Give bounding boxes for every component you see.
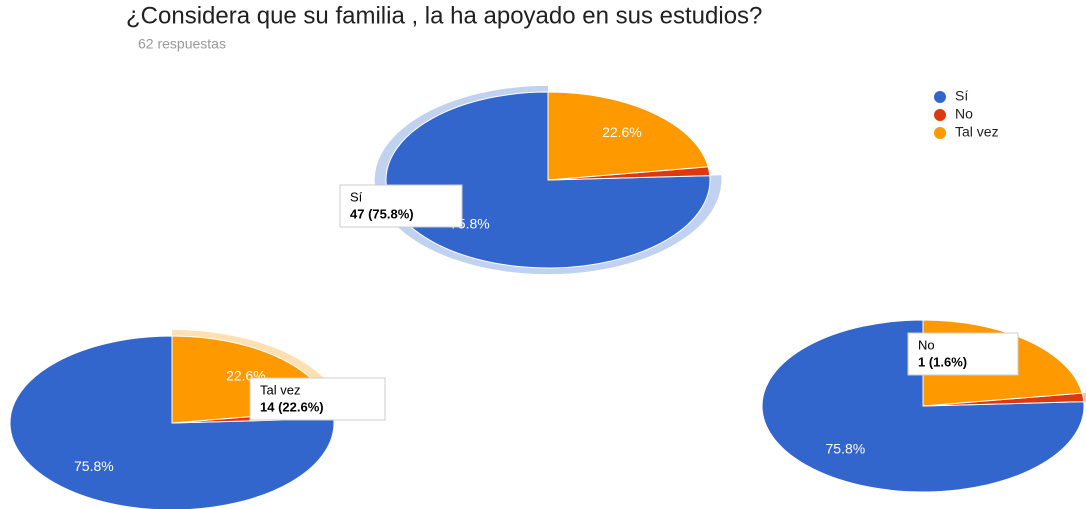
tooltip-value: 47 (75.8%) <box>350 206 414 221</box>
slice-label: 75.8% <box>825 440 865 456</box>
tooltip-category: No <box>918 337 935 352</box>
tooltip-value: 14 (22.6%) <box>260 399 324 414</box>
slice-label: 22.6% <box>602 124 642 140</box>
tooltip-box <box>249 377 386 421</box>
tooltip-value: 1 (1.6%) <box>918 354 967 369</box>
legend-label: Tal vez <box>955 124 999 140</box>
pie-slice <box>547 91 709 181</box>
chart-subtitle: 62 respuestas <box>138 36 226 52</box>
tooltip-box <box>339 184 463 228</box>
legend-swatch <box>934 127 946 139</box>
legend-label: No <box>955 106 973 122</box>
tooltip-category: Sí <box>350 189 363 204</box>
legend-swatch <box>934 109 946 121</box>
legend-label: Sí <box>955 88 968 104</box>
tooltip-box <box>907 332 1019 376</box>
slice-label: 75.8% <box>74 458 114 474</box>
legend-swatch <box>934 91 946 103</box>
tooltip-category: Tal vez <box>260 382 300 397</box>
chart-title: ¿Considera que su familia , la ha apoyad… <box>126 2 762 29</box>
